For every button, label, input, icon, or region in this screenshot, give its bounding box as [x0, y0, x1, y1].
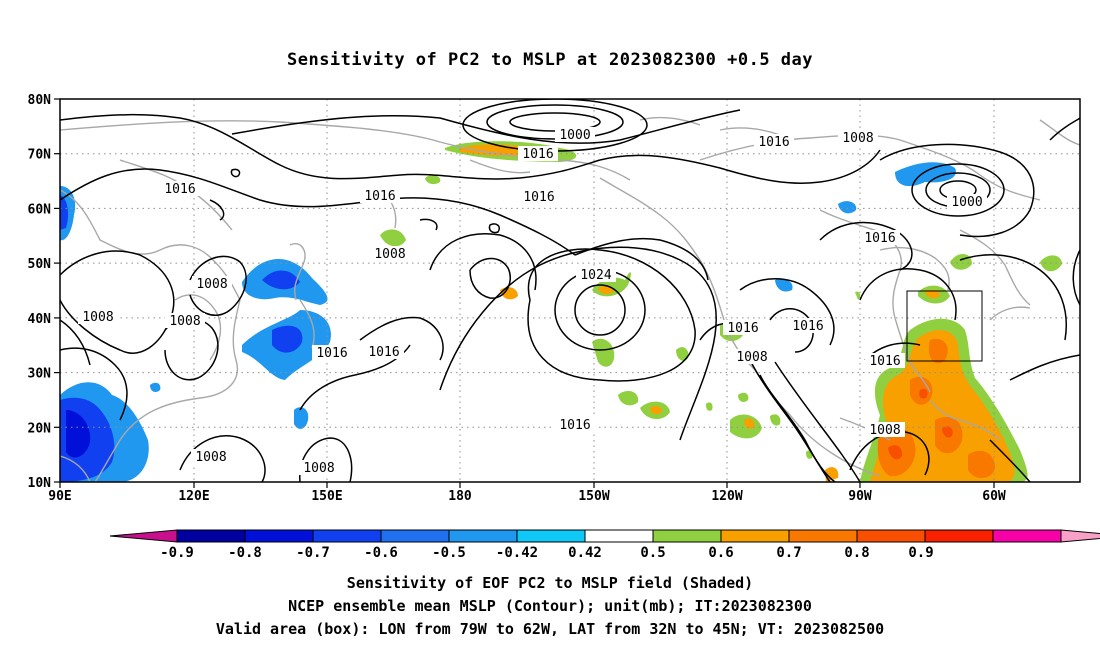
colorbar-box — [924, 529, 994, 543]
colorbar-box — [312, 529, 382, 543]
lon-label: 150E — [311, 489, 342, 504]
colorbar-box — [176, 529, 246, 543]
lat-label: 80N — [28, 93, 52, 108]
lat-label: 40N — [28, 312, 52, 327]
map-frame — [59, 98, 1081, 483]
colorbar-labels: -0.9 -0.8 -0.7 -0.6 -0.5 -0.42 0.42 0.5 … — [160, 545, 934, 561]
colorbar: -0.9 -0.8 -0.7 -0.6 -0.5 -0.42 0.42 0.5 … — [109, 529, 1100, 561]
lon-label: 90W — [848, 489, 872, 504]
colorbar-label: 0.9 — [908, 545, 933, 561]
colorbar-label: -0.42 — [496, 545, 538, 561]
lon-label: 120W — [711, 489, 742, 504]
longitude-labels: 90E 120E 150E 180 150W 120W 90W 60W — [48, 489, 1006, 504]
colorbar-box — [380, 529, 450, 543]
lat-label: 60N — [28, 202, 52, 217]
contour-label: 1000 — [559, 128, 590, 143]
contour-label: 1008 — [869, 423, 900, 438]
colorbar-box — [584, 529, 654, 543]
colorbar-boxes — [109, 529, 1100, 543]
lon-label: 90E — [48, 489, 71, 504]
map-title: Sensitivity of PC2 to MSLP at 2023082300… — [286, 50, 813, 70]
colorbar-box — [720, 529, 790, 543]
lat-label: 20N — [28, 421, 52, 436]
contour-label: 1016 — [559, 418, 590, 433]
colorbar-under-triangle — [109, 529, 178, 543]
coastlines — [60, 116, 1080, 482]
contour-label: 1016 — [368, 345, 399, 360]
colorbar-box — [244, 529, 314, 543]
colorbar-label: -0.8 — [228, 545, 262, 561]
contour-label: 1024 — [580, 268, 611, 283]
contour-label: 1000 — [951, 195, 982, 210]
contour-label-layer: 1000 1016 1016 1008 1000 1016 1016 1016 … — [78, 127, 987, 476]
lat-label: 70N — [28, 148, 52, 163]
negative-sensitivity-shading — [60, 162, 956, 482]
valid-area-box — [906, 290, 983, 362]
colorbar-box — [788, 529, 858, 543]
contour-label: 1016 — [522, 147, 553, 162]
contour-label: 1008 — [303, 461, 334, 476]
colorbar-label: -0.9 — [160, 545, 194, 561]
contour-label: 1008 — [195, 450, 226, 465]
lon-label: 120E — [178, 489, 209, 504]
latitude-labels: 80N 70N 60N 50N 40N 30N 20N 10N — [28, 93, 52, 491]
colorbar-label: -0.5 — [432, 545, 466, 561]
colorbar-label: 0.5 — [640, 545, 665, 561]
colorbar-label: 0.42 — [568, 545, 602, 561]
contour-label: 1016 — [364, 189, 395, 204]
contour-label: 1016 — [792, 319, 823, 334]
lon-label: 180 — [448, 489, 472, 504]
contour-label: 1008 — [82, 310, 113, 325]
colorbar-box — [652, 529, 722, 543]
contour-label: 1008 — [736, 350, 767, 365]
axis-ticks — [54, 98, 995, 488]
lat-label: 30N — [28, 367, 52, 382]
lon-label: 60W — [982, 489, 1006, 504]
colorbar-box — [992, 529, 1062, 543]
colorbar-label: 0.7 — [776, 545, 801, 561]
contour-label: 1016 — [316, 346, 347, 361]
lat-label: 10N — [28, 476, 52, 491]
contour-label: 1016 — [523, 190, 554, 205]
contour-label: 1008 — [196, 277, 227, 292]
contour-label: 1008 — [374, 247, 405, 262]
caption-contour: NCEP ensemble mean MSLP (Contour); unit(… — [288, 597, 812, 615]
lon-label: 150W — [578, 489, 609, 504]
colorbar-box — [448, 529, 518, 543]
colorbar-label: -0.6 — [364, 545, 398, 561]
colorbar-box — [516, 529, 586, 543]
contour-label: 1016 — [727, 321, 758, 336]
contour-label: 1016 — [864, 231, 895, 246]
colorbar-over-triangle — [1060, 529, 1100, 543]
contour-label: 1008 — [842, 131, 873, 146]
contour-label: 1008 — [169, 314, 200, 329]
contour-label: 1016 — [164, 182, 195, 197]
lat-label: 50N — [28, 257, 52, 272]
colorbar-label: -0.7 — [296, 545, 330, 561]
contour-label: 1016 — [758, 135, 789, 150]
colorbar-box — [856, 529, 926, 543]
colorbar-label: 0.8 — [844, 545, 869, 561]
colorbar-label: 0.6 — [708, 545, 733, 561]
caption-valid-area: Valid area (box): LON from 79W to 62W, L… — [215, 620, 885, 638]
caption-shading: Sensitivity of EOF PC2 to MSLP field (Sh… — [346, 574, 754, 592]
contour-label: 1016 — [869, 354, 900, 369]
